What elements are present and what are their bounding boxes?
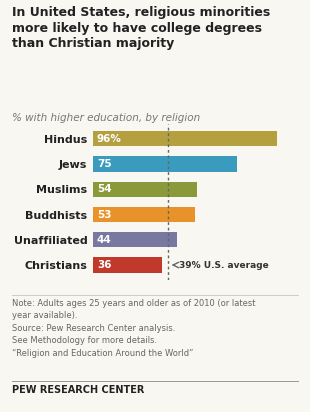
Text: PEW RESEARCH CENTER: PEW RESEARCH CENTER <box>12 385 145 395</box>
Text: 36: 36 <box>97 260 111 270</box>
Text: 96%: 96% <box>97 134 122 144</box>
Bar <box>93 182 197 197</box>
Text: 53: 53 <box>97 210 111 220</box>
Bar <box>93 207 195 222</box>
Text: 54: 54 <box>97 184 112 194</box>
Text: In United States, religious minorities
more likely to have college degrees
than : In United States, religious minorities m… <box>12 6 271 50</box>
Text: 75: 75 <box>97 159 112 169</box>
Text: Note: Adults ages 25 years and older as of 2010 (or latest
year available).
Sour: Note: Adults ages 25 years and older as … <box>12 299 256 358</box>
Text: 39% U.S. average: 39% U.S. average <box>179 260 269 269</box>
Bar <box>93 258 162 273</box>
Text: 44: 44 <box>97 235 112 245</box>
Text: % with higher education, by religion: % with higher education, by religion <box>12 113 201 123</box>
Bar <box>93 157 237 171</box>
Bar <box>93 232 177 247</box>
Bar <box>93 131 277 146</box>
